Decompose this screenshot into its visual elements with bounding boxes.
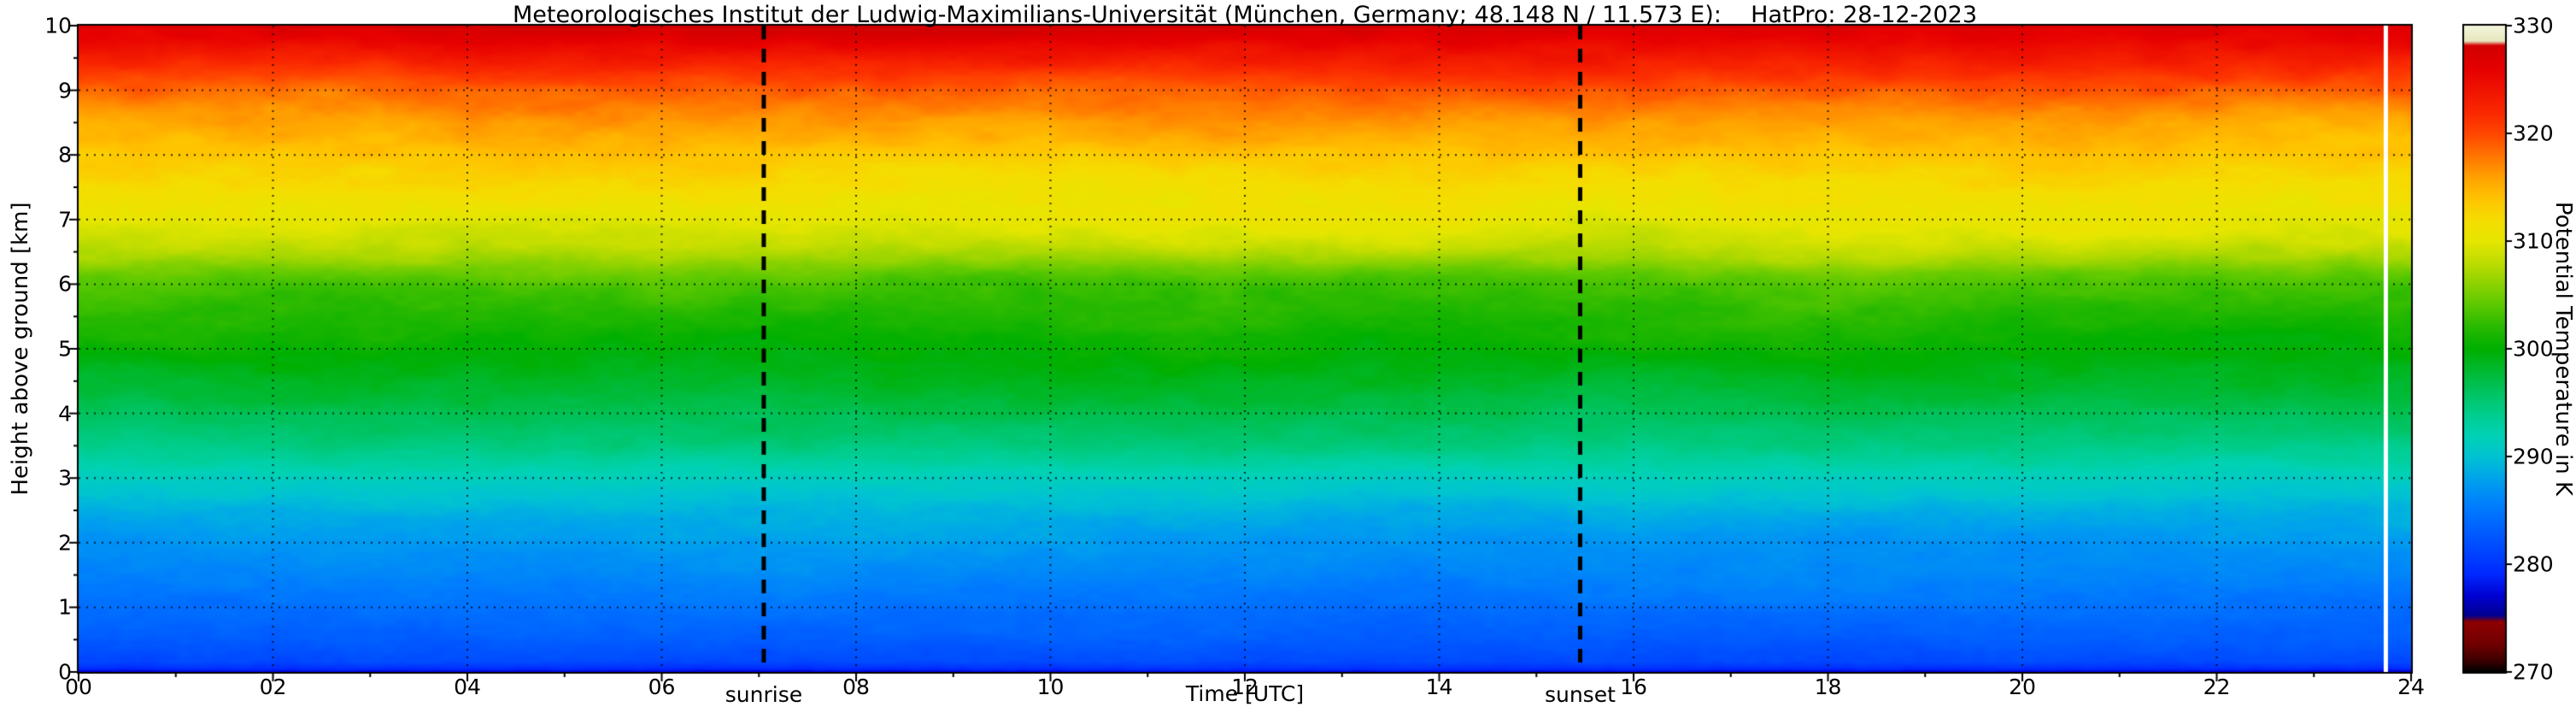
colorbar-tick-label: 300 [2513,336,2554,362]
y-tick-label: 4 [58,401,72,427]
y-tick-label: 2 [58,530,72,556]
colorbar-tick-label: 310 [2513,228,2554,254]
x-tick-label: 06 [648,675,676,699]
y-tick-label: 7 [58,207,72,233]
colorbar-tick-label: 280 [2513,551,2554,577]
x-tick-label: 02 [259,675,287,699]
x-tick-label: 20 [2009,675,2036,699]
sunrise-annotation: sunrise [725,682,803,707]
y-tick-label: 9 [58,78,72,103]
colorbar-tick-label: 290 [2513,444,2554,469]
x-tick-label: 10 [1036,675,1065,699]
y-tick-label: 0 [58,659,72,685]
y-tick-label: 8 [58,142,72,168]
x-tick-label: 22 [2203,675,2231,699]
x-axis-label: Time [UTC] [1185,681,1305,706]
chart-title: Meteorologisches Institut der Ludwig-Max… [512,2,1978,28]
y-tick-label: 6 [58,271,72,297]
x-tick-label: 12 [1231,675,1259,699]
x-tick-label: 24 [2397,675,2425,699]
sunset-annotation: sunset [1544,682,1616,707]
y-tick-label: 5 [58,336,72,362]
x-tick-label: 14 [1425,675,1453,699]
colorbar-label: Potential Temperature in K [2550,201,2576,497]
x-tick-label: 04 [454,675,481,699]
y-tick-label: 1 [58,594,72,620]
y-tick-label: 10 [44,13,72,38]
colorbar-tick-label: 330 [2513,13,2554,38]
colorbar-tick-label: 270 [2513,659,2554,685]
x-tick-label: 08 [842,675,870,699]
y-tick-label: 3 [58,465,72,491]
x-tick-label: 18 [1814,675,1842,699]
x-tick-label: 16 [1620,675,1647,699]
colorbar-tick-label: 320 [2513,121,2554,146]
x-tick-label: 00 [65,675,92,699]
